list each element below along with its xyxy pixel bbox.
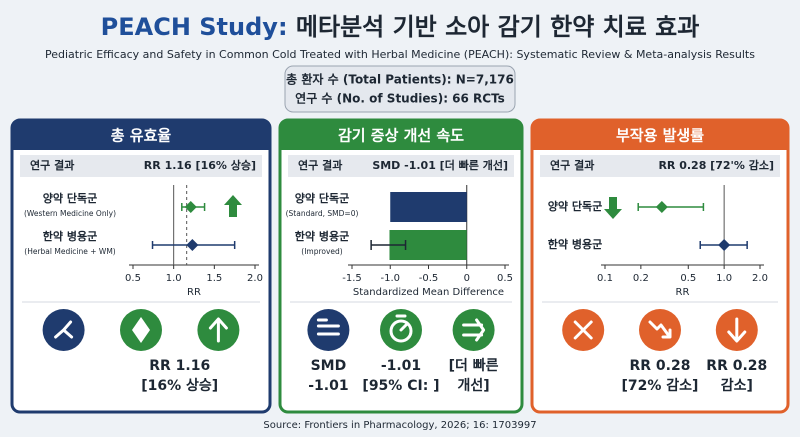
result-label: 연구 결과 [550, 158, 594, 172]
row-label: 한약 병용군 [548, 237, 602, 251]
main-title: PEACH Study: 메타분석 기반 소아 감기 한약 치료 효과 [101, 13, 700, 41]
icon-symbol [54, 320, 74, 339]
row-label: 한약 병용군 [295, 229, 349, 243]
subtitle: Pediatric Efficacy and Safety in Common … [45, 48, 755, 61]
trend-arrow [604, 197, 622, 219]
x-tick-label: 0.5 [125, 273, 141, 284]
trend-arrow [224, 195, 242, 217]
icon-symbol [727, 317, 747, 343]
row-sublabel: (Herbal Medicine + WM) [24, 247, 116, 256]
result-label: 연구 결과 [30, 158, 74, 172]
card-text: [72% 감소] [622, 377, 699, 394]
panel-header [12, 120, 270, 150]
card-text: 감소] [721, 377, 753, 394]
icon-symbol [389, 319, 413, 343]
card-text: [16% 상승] [141, 378, 218, 394]
bar [390, 192, 467, 222]
panel-title: 감기 증상 개선 속도 [338, 127, 464, 145]
result-value: SMD -1.01 [더 빠른 개선] [372, 158, 508, 172]
estimate-diamond [184, 201, 197, 213]
icon-symbol [462, 318, 486, 342]
card-text: [더 빠른 [449, 358, 499, 374]
title-text: 메타분석 기반 소아 감기 한약 치료 효과 [296, 13, 699, 41]
panel-title: 총 유효율 [111, 127, 172, 145]
summary-line: 연구 수 (No. of Studies): 66 RCTs [295, 91, 505, 106]
card-text: SMD [311, 358, 347, 374]
result-band [20, 155, 262, 177]
result-value: RR 0.28 [72'% 감소] [658, 158, 774, 172]
result-band [540, 155, 780, 177]
icon-symbol [132, 317, 150, 343]
card-text: RR 0.28 [706, 358, 767, 374]
x-tick-label: 0 [464, 273, 470, 284]
estimate-diamond [655, 201, 668, 213]
icon-circle [307, 309, 350, 351]
summary-box [284, 65, 516, 113]
row-label: 양약 단독군 [295, 191, 349, 205]
icon-symbol [208, 317, 228, 343]
panel-header [532, 120, 788, 150]
row-label: 양약 단독군 [43, 191, 97, 205]
summary-line: 총 환자 수 (Total Patients): N=7,176 [286, 72, 514, 87]
x-tick-label: 1.0 [716, 273, 732, 284]
estimate-diamond [718, 239, 731, 251]
row-label: 한약 병용군 [43, 229, 97, 243]
x-axis-label: RR [187, 287, 201, 298]
card-text: RR 1.16 [149, 358, 210, 374]
result-value: RR 1.16 [16% 상승] [144, 158, 256, 172]
estimate-diamond [186, 239, 199, 251]
x-tick-label: 0.5 [497, 273, 513, 284]
icon-symbol [573, 320, 593, 340]
icon-symbol [395, 314, 408, 332]
row-sublabel: (Western Medicine Only) [24, 209, 116, 218]
icon-circle [452, 309, 495, 351]
x-tick-label: -0.5 [419, 273, 439, 284]
x-tick-label: 2.0 [752, 273, 768, 284]
card-text: -1.01 [381, 358, 421, 374]
panel-title: 부작용 발생률 [616, 127, 704, 145]
x-tick-label: 0.5 [680, 273, 696, 284]
x-axis-label: RR [676, 287, 690, 298]
title-lead: PEACH Study: [101, 13, 288, 41]
x-tick-label: 0.2 [633, 273, 649, 284]
x-tick-label: 2.0 [247, 273, 263, 284]
card-text: 개선] [458, 378, 490, 394]
card-text: -1.01 [308, 378, 348, 394]
card-text: [95% CI: ] [362, 378, 439, 394]
x-tick-label: 1.5 [206, 273, 222, 284]
x-axis-label: Standardized Mean Difference [353, 287, 504, 298]
icon-symbol [648, 320, 672, 339]
card-text: RR 0.28 [630, 358, 691, 374]
result-label: 연구 결과 [298, 158, 342, 172]
row-label: 양약 단독군 [548, 199, 602, 213]
x-tick-label: -1.5 [342, 273, 362, 284]
x-tick-label: -1.0 [380, 273, 400, 284]
x-tick-label: 1.0 [166, 273, 182, 284]
panel-header [280, 120, 522, 150]
source: Source: Frontiers in Pharmacology, 2026;… [263, 420, 536, 431]
row-sublabel: (Improved) [301, 247, 343, 256]
icon-circle [639, 309, 681, 351]
row-sublabel: (Standard, SMD=0) [286, 209, 359, 218]
x-tick-label: 0.1 [597, 273, 613, 284]
result-band [288, 155, 514, 177]
icon-symbol [316, 318, 340, 336]
